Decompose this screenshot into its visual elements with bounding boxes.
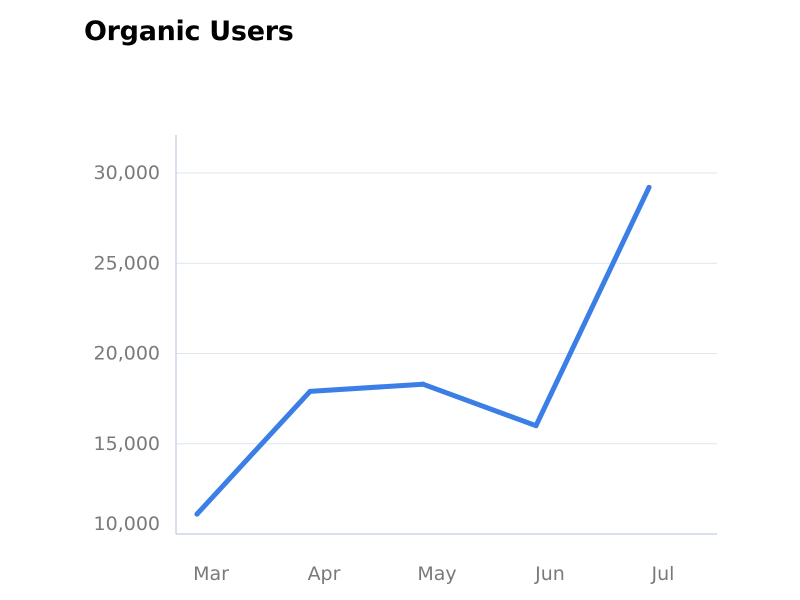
data-point	[194, 511, 200, 517]
y-tick-label: 15,000	[94, 433, 160, 455]
y-tick-label: 20,000	[94, 343, 160, 365]
x-tick-label: Apr	[308, 563, 341, 585]
data-point	[307, 388, 313, 394]
y-tick-label: 25,000	[94, 252, 160, 274]
chart-title: Organic Users	[84, 16, 294, 47]
axes	[175, 135, 717, 535]
y-tick-labels: 10,000 15,000 20,000 25,000 30,000	[94, 162, 160, 535]
data-point	[646, 184, 652, 190]
data-point	[533, 423, 539, 429]
y-tick-label: 10,000	[94, 513, 160, 535]
series-line	[194, 184, 652, 517]
x-tick-label: Mar	[193, 563, 229, 585]
x-tick-label: May	[417, 563, 456, 585]
data-point	[420, 381, 426, 387]
x-tick-labels: Mar Apr May Jun Jul	[193, 563, 674, 585]
x-tick-label: Jul	[651, 563, 675, 585]
y-tick-label: 30,000	[94, 162, 160, 184]
x-tick-label: Jun	[534, 563, 565, 585]
gridlines	[176, 172, 717, 445]
series	[194, 184, 652, 517]
